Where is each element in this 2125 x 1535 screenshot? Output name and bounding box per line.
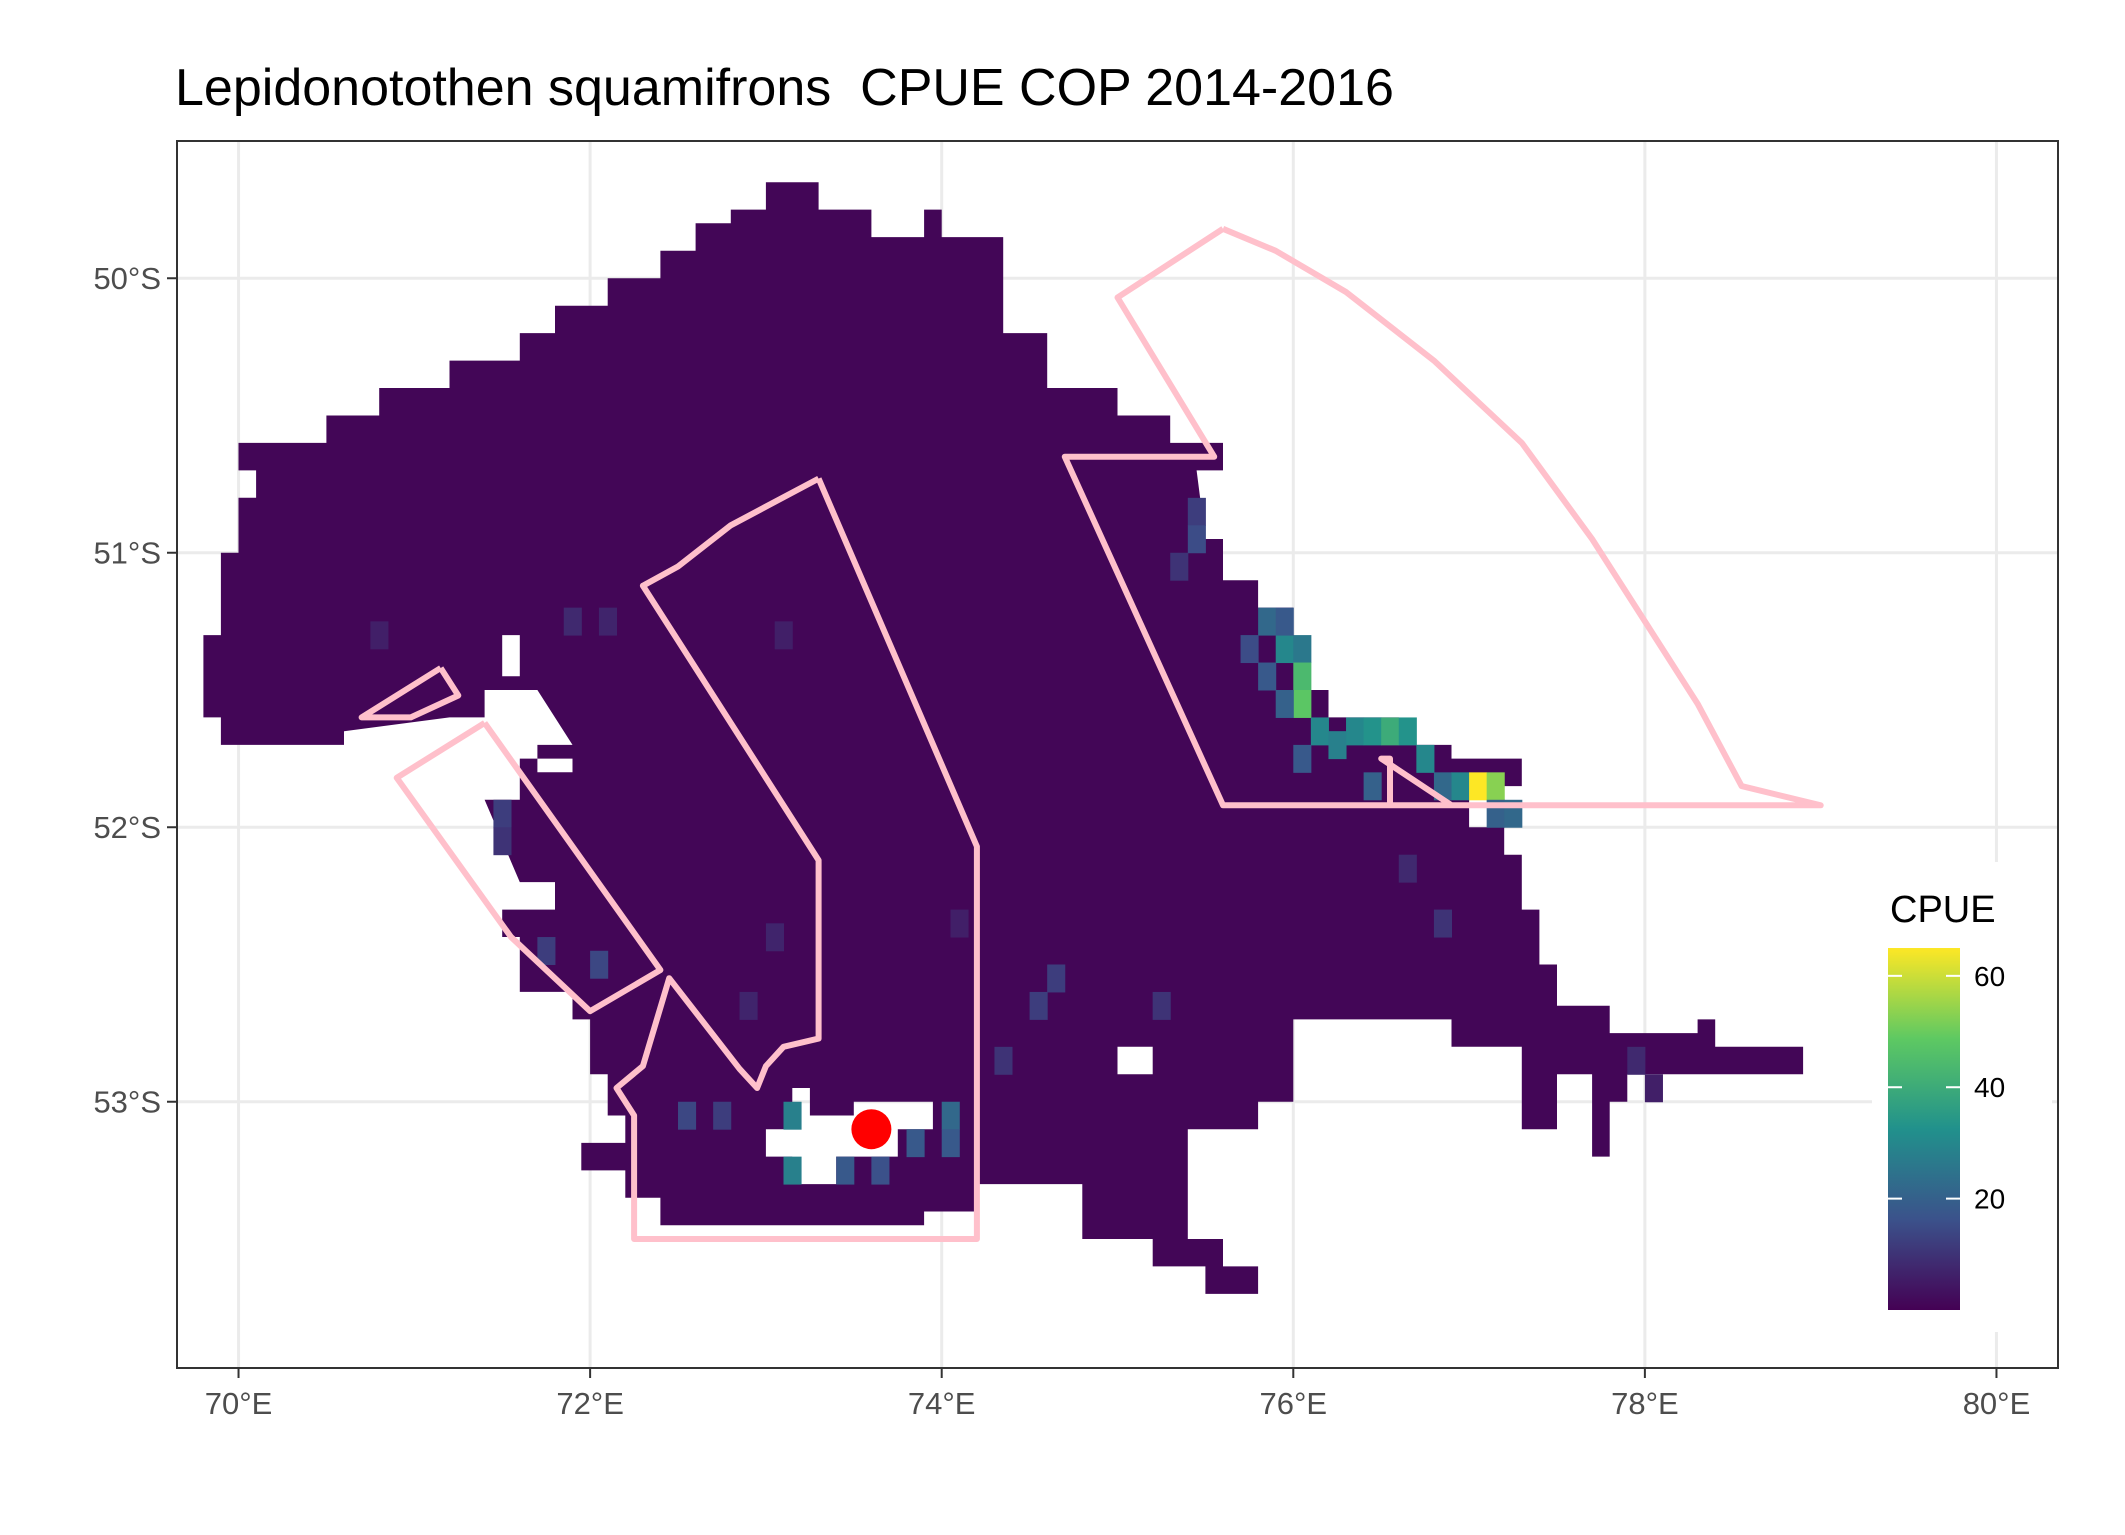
cpue-cell xyxy=(1627,1046,1646,1075)
cpue-legend: CPUE 20 40 60 xyxy=(1872,862,2052,1332)
cpue-cell xyxy=(1363,772,1382,801)
cpue-cell xyxy=(1328,731,1347,760)
cpue-cells xyxy=(370,497,1663,1185)
x-tick-label: 78°E xyxy=(1611,1386,1679,1421)
cpue-cell xyxy=(1275,607,1294,636)
boundary-polygon xyxy=(1061,226,1824,809)
cpue-region-area xyxy=(203,182,1804,1294)
location-marker xyxy=(851,1109,892,1150)
boundary-polygon xyxy=(393,720,664,1015)
cpue-cell xyxy=(1275,635,1294,664)
cpue-cell xyxy=(1416,744,1435,773)
cpue-cell xyxy=(941,1101,960,1130)
cpue-cell xyxy=(739,991,758,1020)
cpue-cell xyxy=(774,621,793,650)
x-axis: 70°E 72°E 74°E 76°E 78°E 80°E xyxy=(205,1368,2031,1421)
cpue-cell xyxy=(1398,854,1417,883)
cpue-cell xyxy=(1258,607,1277,636)
legend-tick-label: 20 xyxy=(1974,1184,2005,1215)
cpue-cell xyxy=(1310,717,1329,746)
cpue-cell xyxy=(1451,772,1470,801)
cpue-cell xyxy=(1187,525,1206,554)
marker-layer xyxy=(851,1109,892,1150)
x-tick-label: 80°E xyxy=(1963,1386,2031,1421)
legend-colorbar xyxy=(1888,948,1960,1310)
cpue-cell xyxy=(537,937,556,965)
cpue-cell xyxy=(678,1101,697,1130)
cpue-cell xyxy=(1398,717,1417,746)
cpue-cell xyxy=(1381,717,1400,746)
y-tick-label: 53°S xyxy=(93,1085,161,1120)
cpue-cell xyxy=(1029,991,1048,1020)
x-tick-label: 72°E xyxy=(556,1386,624,1421)
cpue-cell xyxy=(1047,964,1066,993)
cpue-cell xyxy=(1187,497,1206,526)
panel-border xyxy=(176,140,2059,1369)
cpue-cell xyxy=(1644,1074,1663,1103)
x-tick-label: 70°E xyxy=(205,1386,273,1421)
cpue-cell xyxy=(598,607,617,636)
chart-title: Lepidonotothen squamifrons CPUE COP 2014… xyxy=(175,59,1394,117)
cpue-cell xyxy=(950,909,969,938)
cpue-cell xyxy=(590,950,609,979)
cpue-cell xyxy=(493,827,512,856)
cpue-cell xyxy=(1240,635,1259,664)
cpue-cell xyxy=(1293,635,1312,664)
y-tick-label: 51°S xyxy=(93,536,161,571)
cpue-cell xyxy=(1170,552,1189,581)
cpue-cell xyxy=(1258,662,1277,691)
cpue-cell xyxy=(1293,689,1312,718)
y-tick-label: 52°S xyxy=(93,810,161,845)
cpue-cell xyxy=(1275,689,1294,718)
y-axis: 50°S 51°S 52°S 53°S xyxy=(93,261,177,1120)
cpue-cell xyxy=(1486,772,1505,801)
cpue-cell xyxy=(493,799,512,828)
cpue-cell xyxy=(871,1156,890,1185)
boundary-polygon xyxy=(613,475,980,1242)
cpue-cell xyxy=(563,607,582,636)
cpue-cell xyxy=(1363,717,1382,746)
cpue-cell xyxy=(836,1156,855,1185)
cpue-cell xyxy=(1293,662,1312,691)
cpue-cell xyxy=(713,1101,732,1130)
cpue-cell xyxy=(1433,909,1453,938)
legend-tick-label: 60 xyxy=(1974,961,2005,992)
legend-tick-label: 40 xyxy=(1974,1072,2005,1103)
y-tick-label: 50°S xyxy=(93,261,161,296)
x-tick-label: 74°E xyxy=(908,1386,976,1421)
cpue-cell xyxy=(906,1129,925,1158)
cpue-cell xyxy=(765,923,784,952)
cpue-cell xyxy=(1293,744,1312,773)
cpue-cell xyxy=(1152,991,1171,1020)
cpue-cell xyxy=(1469,772,1488,801)
cpue-region xyxy=(203,182,1804,1294)
legend-title: CPUE xyxy=(1890,889,1996,931)
cpue-cell xyxy=(941,1129,960,1158)
boundary-polygon xyxy=(358,665,462,721)
cpue-cell xyxy=(783,1101,802,1130)
cpue-cell xyxy=(1346,717,1365,746)
x-tick-label: 76°E xyxy=(1260,1386,1328,1421)
legend-ticks: 20 40 60 xyxy=(1888,961,2005,1215)
cpue-cell xyxy=(994,1046,1013,1075)
cpue-cell xyxy=(370,621,389,650)
management-boundaries xyxy=(358,226,1824,1242)
cpue-cell xyxy=(783,1156,802,1185)
